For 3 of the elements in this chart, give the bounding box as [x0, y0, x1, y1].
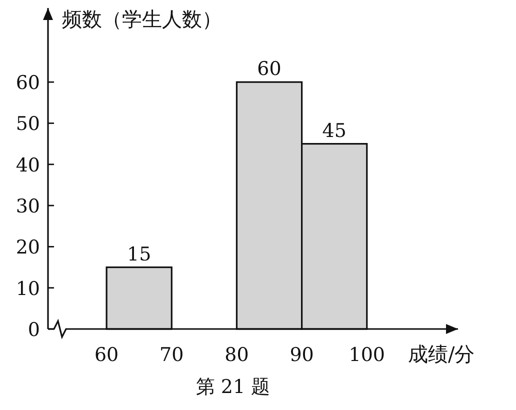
- annotation: 第 21 题: [196, 376, 270, 398]
- xlabel: 成绩/分: [408, 342, 475, 366]
- ylabel: 频数（学生人数）: [62, 7, 222, 31]
